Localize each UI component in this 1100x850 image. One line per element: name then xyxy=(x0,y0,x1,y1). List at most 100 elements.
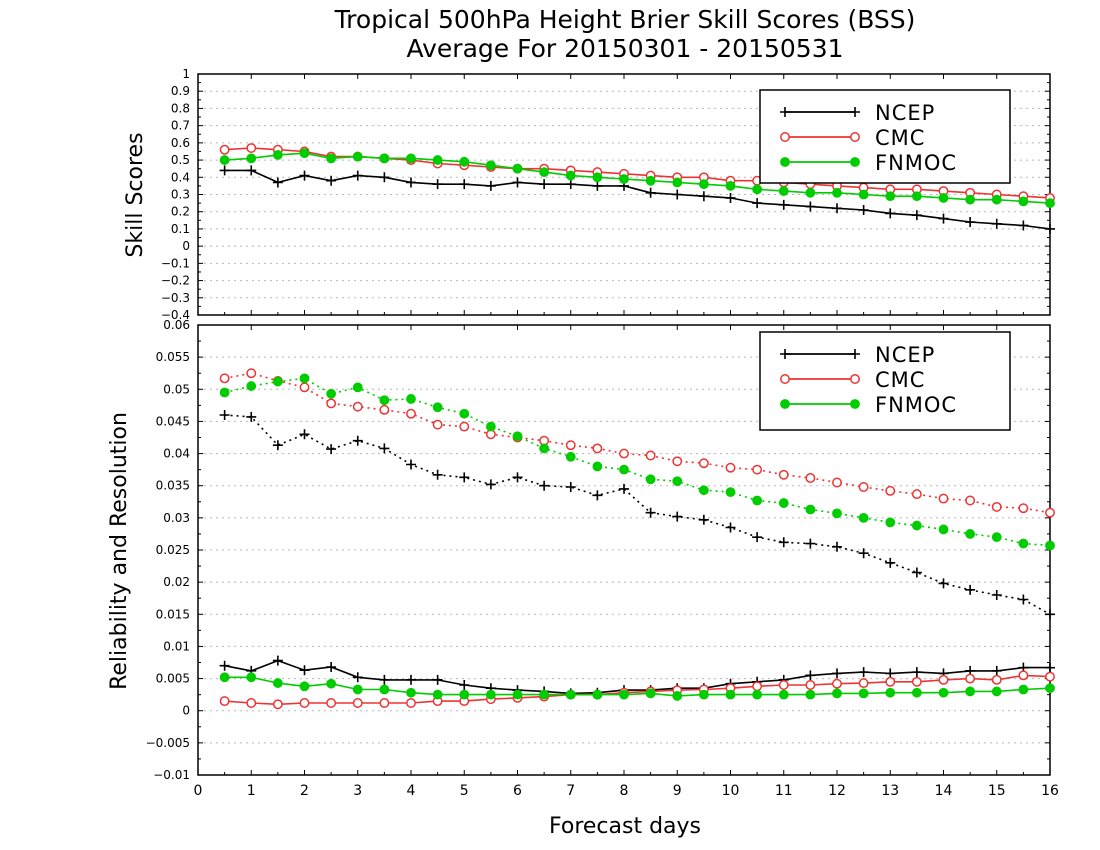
data-point xyxy=(1018,594,1029,605)
data-point xyxy=(379,684,390,695)
data-point xyxy=(219,660,230,671)
data-point xyxy=(512,689,523,700)
series-line xyxy=(224,414,1051,615)
legend-marker xyxy=(850,132,860,142)
data-point xyxy=(965,529,976,539)
y-tick-label: −0.01 xyxy=(153,768,190,782)
data-point xyxy=(698,514,709,525)
data-point xyxy=(539,689,550,700)
data-point xyxy=(778,689,789,700)
data-point xyxy=(565,179,576,190)
data-point xyxy=(725,462,736,473)
y-tick-label: 0.1 xyxy=(171,222,190,236)
series-ncep-dotted xyxy=(219,410,1055,620)
data-point xyxy=(672,511,683,522)
data-point xyxy=(512,431,523,442)
y-tick-label: 0.01 xyxy=(163,639,190,653)
data-point xyxy=(752,184,763,195)
data-point xyxy=(459,421,470,432)
data-point xyxy=(991,194,1002,205)
data-point xyxy=(1018,684,1029,695)
data-point xyxy=(219,410,230,420)
data-point xyxy=(858,678,869,689)
x-tick-label: 15 xyxy=(988,783,1006,799)
data-point xyxy=(698,485,709,496)
data-point xyxy=(805,538,816,549)
data-point xyxy=(565,451,576,462)
data-point xyxy=(592,490,603,501)
data-point xyxy=(832,477,842,488)
data-point xyxy=(326,678,337,689)
data-point xyxy=(246,698,257,708)
legend-label: NCEP xyxy=(875,343,935,367)
data-point xyxy=(752,198,763,209)
data-point xyxy=(326,153,337,164)
data-point xyxy=(911,520,922,531)
data-point xyxy=(485,479,496,490)
legend-marker xyxy=(850,349,860,359)
data-point xyxy=(938,687,949,698)
data-point xyxy=(885,517,896,528)
data-point xyxy=(805,187,816,198)
x-tick-label: 5 xyxy=(460,783,469,799)
data-point xyxy=(326,175,337,186)
y-tick-label: 0.02 xyxy=(163,575,190,589)
data-point xyxy=(485,180,496,191)
data-point xyxy=(1045,662,1055,673)
data-point xyxy=(805,680,816,690)
data-point xyxy=(512,177,523,188)
legend-entry-cmc: CMC xyxy=(780,368,925,392)
data-point xyxy=(406,408,416,419)
data-point xyxy=(459,680,470,690)
x-tick-label: 0 xyxy=(194,783,203,799)
y-tick-label: 0.005 xyxy=(156,672,190,686)
x-tick-label: 10 xyxy=(722,783,740,799)
data-point xyxy=(219,696,230,707)
data-point xyxy=(406,177,416,188)
x-tick-label: 4 xyxy=(407,783,416,799)
data-point xyxy=(832,541,842,552)
y-tick-label: 0.7 xyxy=(171,119,190,133)
y-tick-label: −0.4 xyxy=(161,308,190,322)
data-point xyxy=(778,186,789,196)
data-point xyxy=(565,440,576,451)
data-point xyxy=(299,170,310,181)
y-tick-label: −0.1 xyxy=(161,256,190,270)
data-point xyxy=(512,163,523,174)
legend-entry-fnmoc: FNMOC xyxy=(780,151,956,175)
data-point xyxy=(219,155,230,165)
data-point xyxy=(725,522,736,533)
reliability-resolution-panel: 0.060.0550.050.0450.040.0350.030.0250.02… xyxy=(146,318,1059,799)
data-point xyxy=(1018,196,1029,207)
data-point xyxy=(672,177,683,188)
data-point xyxy=(672,189,683,200)
data-point xyxy=(406,459,416,470)
data-point xyxy=(565,482,576,492)
data-point xyxy=(832,678,842,689)
skill-score-panel: 1 0.9 0.8 0.7 0.6 0.5 0.4 0.3 0.2 0.1 0 −0.1 −0.2 −0.… xyxy=(161,67,1055,322)
data-point xyxy=(352,170,363,181)
y-tick-label: 0.025 xyxy=(156,543,190,557)
data-point xyxy=(805,689,816,700)
data-point xyxy=(1045,223,1055,234)
data-point xyxy=(1018,220,1029,231)
legend-marker xyxy=(780,157,790,167)
data-point xyxy=(991,674,1002,685)
data-point xyxy=(938,193,949,203)
y-tick-label: 0.3 xyxy=(171,188,190,202)
data-point xyxy=(965,194,976,205)
data-point xyxy=(832,203,842,214)
data-point xyxy=(778,537,789,548)
legend-marker xyxy=(850,399,860,409)
data-point xyxy=(379,395,390,406)
data-point xyxy=(352,401,363,412)
legend-label: CMC xyxy=(875,368,925,392)
data-point xyxy=(1045,609,1055,620)
series-fnmoc-solid xyxy=(219,148,1055,209)
x-tick-label: 3 xyxy=(353,783,362,799)
series-fnmoc-dotted xyxy=(219,373,1055,551)
legend-marker xyxy=(780,349,790,359)
data-point xyxy=(911,210,922,221)
data-point xyxy=(778,469,789,480)
